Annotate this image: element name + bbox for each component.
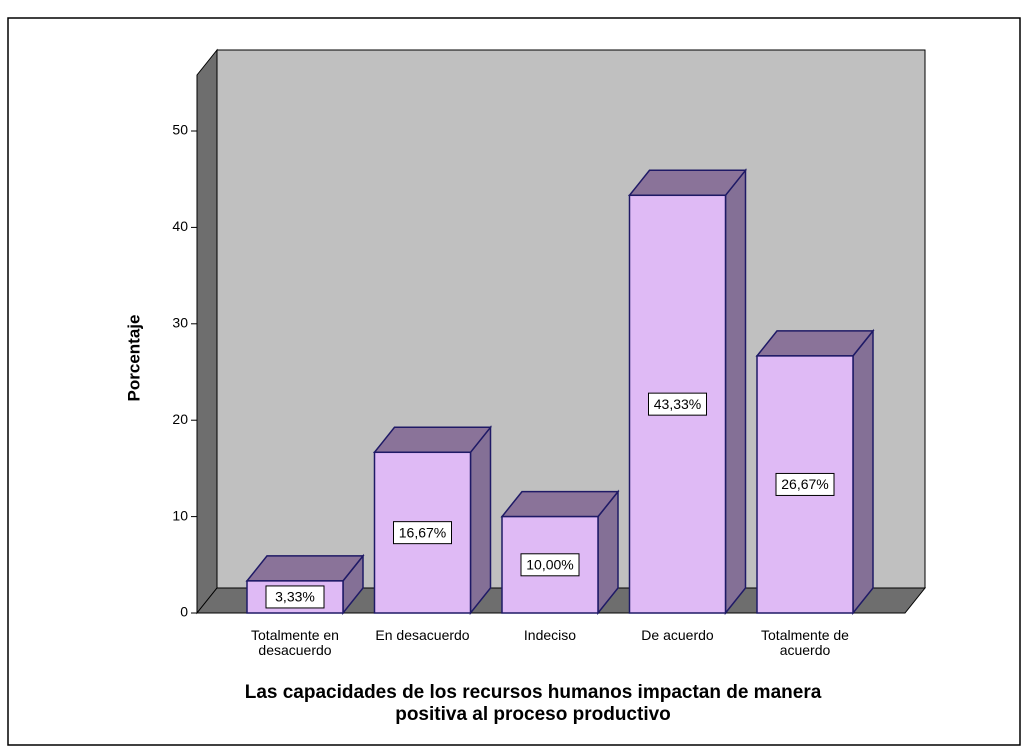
x-tick-label: En desacuerdo xyxy=(375,627,470,643)
bar xyxy=(372,425,493,616)
value-label-box xyxy=(648,392,707,416)
value-label-box xyxy=(265,585,325,609)
x-tick-label: Indeciso xyxy=(523,627,577,643)
bar-side xyxy=(724,168,747,616)
x-tick-label: De acuerdo xyxy=(641,627,714,643)
value-label: 16,67% xyxy=(399,524,446,540)
bar-top xyxy=(627,169,748,197)
y-tick-label: 40 xyxy=(172,218,188,234)
bar-top xyxy=(372,426,493,454)
y-tick-label: 10 xyxy=(172,507,188,523)
bar-side xyxy=(469,425,492,616)
y-tick-label: 50 xyxy=(172,122,188,138)
value-label-box xyxy=(520,553,580,577)
bar xyxy=(627,168,748,616)
bar xyxy=(755,328,875,616)
bar-top xyxy=(500,490,620,518)
value-label-box xyxy=(775,472,835,496)
y-tick-label: 0 xyxy=(180,604,188,620)
y-axis-label: Porcentaje xyxy=(124,315,143,402)
bar-top xyxy=(755,330,875,357)
x-axis-label: Las capacidades de los recursos humanos … xyxy=(244,682,822,725)
value-label: 43,33% xyxy=(654,396,701,412)
value-label: 3,33% xyxy=(275,589,315,605)
y-tick-label: 20 xyxy=(172,411,188,427)
y-tick-label: 30 xyxy=(172,315,188,331)
x-tick-label: Totalmente de acuerdo xyxy=(761,627,849,658)
side-wall xyxy=(196,48,218,615)
bar-top xyxy=(245,555,365,582)
bar xyxy=(245,553,365,616)
value-label-box xyxy=(393,521,452,545)
bar xyxy=(500,489,620,616)
value-label: 26,67% xyxy=(781,476,828,492)
x-tick-label: Totalmente en desacuerdo xyxy=(251,627,339,658)
bar-side xyxy=(852,328,874,616)
value-label: 10,00% xyxy=(526,557,573,573)
